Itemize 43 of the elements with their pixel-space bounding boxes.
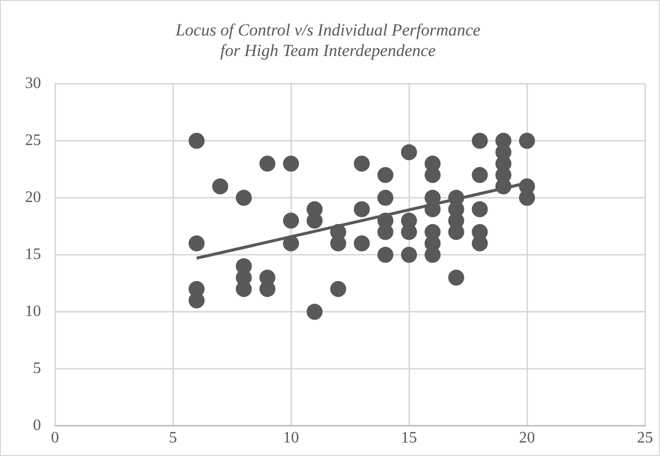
x-tick-label: 0 [51, 430, 59, 447]
y-tick-label: 10 [25, 303, 41, 320]
y-tick-label: 5 [33, 360, 41, 378]
point [188, 132, 205, 149]
point [283, 235, 299, 252]
point [472, 167, 488, 183]
point [401, 246, 417, 263]
point [236, 190, 252, 206]
point [330, 281, 346, 297]
point [377, 224, 394, 240]
x-tick-label: 10 [283, 430, 299, 447]
point [236, 281, 252, 297]
x-tick-label: 20 [519, 430, 535, 447]
point [306, 304, 323, 320]
x-tick-label: 15 [401, 430, 417, 447]
point [377, 190, 394, 206]
x-tick-label: 25 [637, 430, 653, 447]
point [448, 270, 464, 286]
point [424, 167, 441, 183]
y-tick-label: 15 [25, 246, 41, 264]
point [472, 201, 488, 218]
y-tick-label: 20 [25, 189, 41, 206]
point [212, 178, 228, 194]
point [377, 246, 394, 263]
chart-title: Locus of Control v/s Individual Performance for High Team Interdependence [174, 20, 481, 60]
point [283, 212, 299, 229]
point [259, 281, 276, 297]
x-tick-label: 5 [169, 430, 177, 447]
point [448, 224, 464, 240]
point [188, 235, 205, 252]
y-tick-label: 30 [25, 75, 41, 92]
point [354, 201, 370, 218]
y-tick-label: 25 [25, 132, 41, 150]
point [354, 156, 370, 172]
point [259, 156, 276, 172]
point [354, 235, 370, 252]
point [401, 144, 417, 160]
point [519, 132, 535, 149]
point [401, 224, 417, 240]
point [283, 156, 299, 172]
y-tick-label: 0 [33, 417, 41, 434]
point [377, 167, 394, 183]
point [472, 132, 488, 149]
